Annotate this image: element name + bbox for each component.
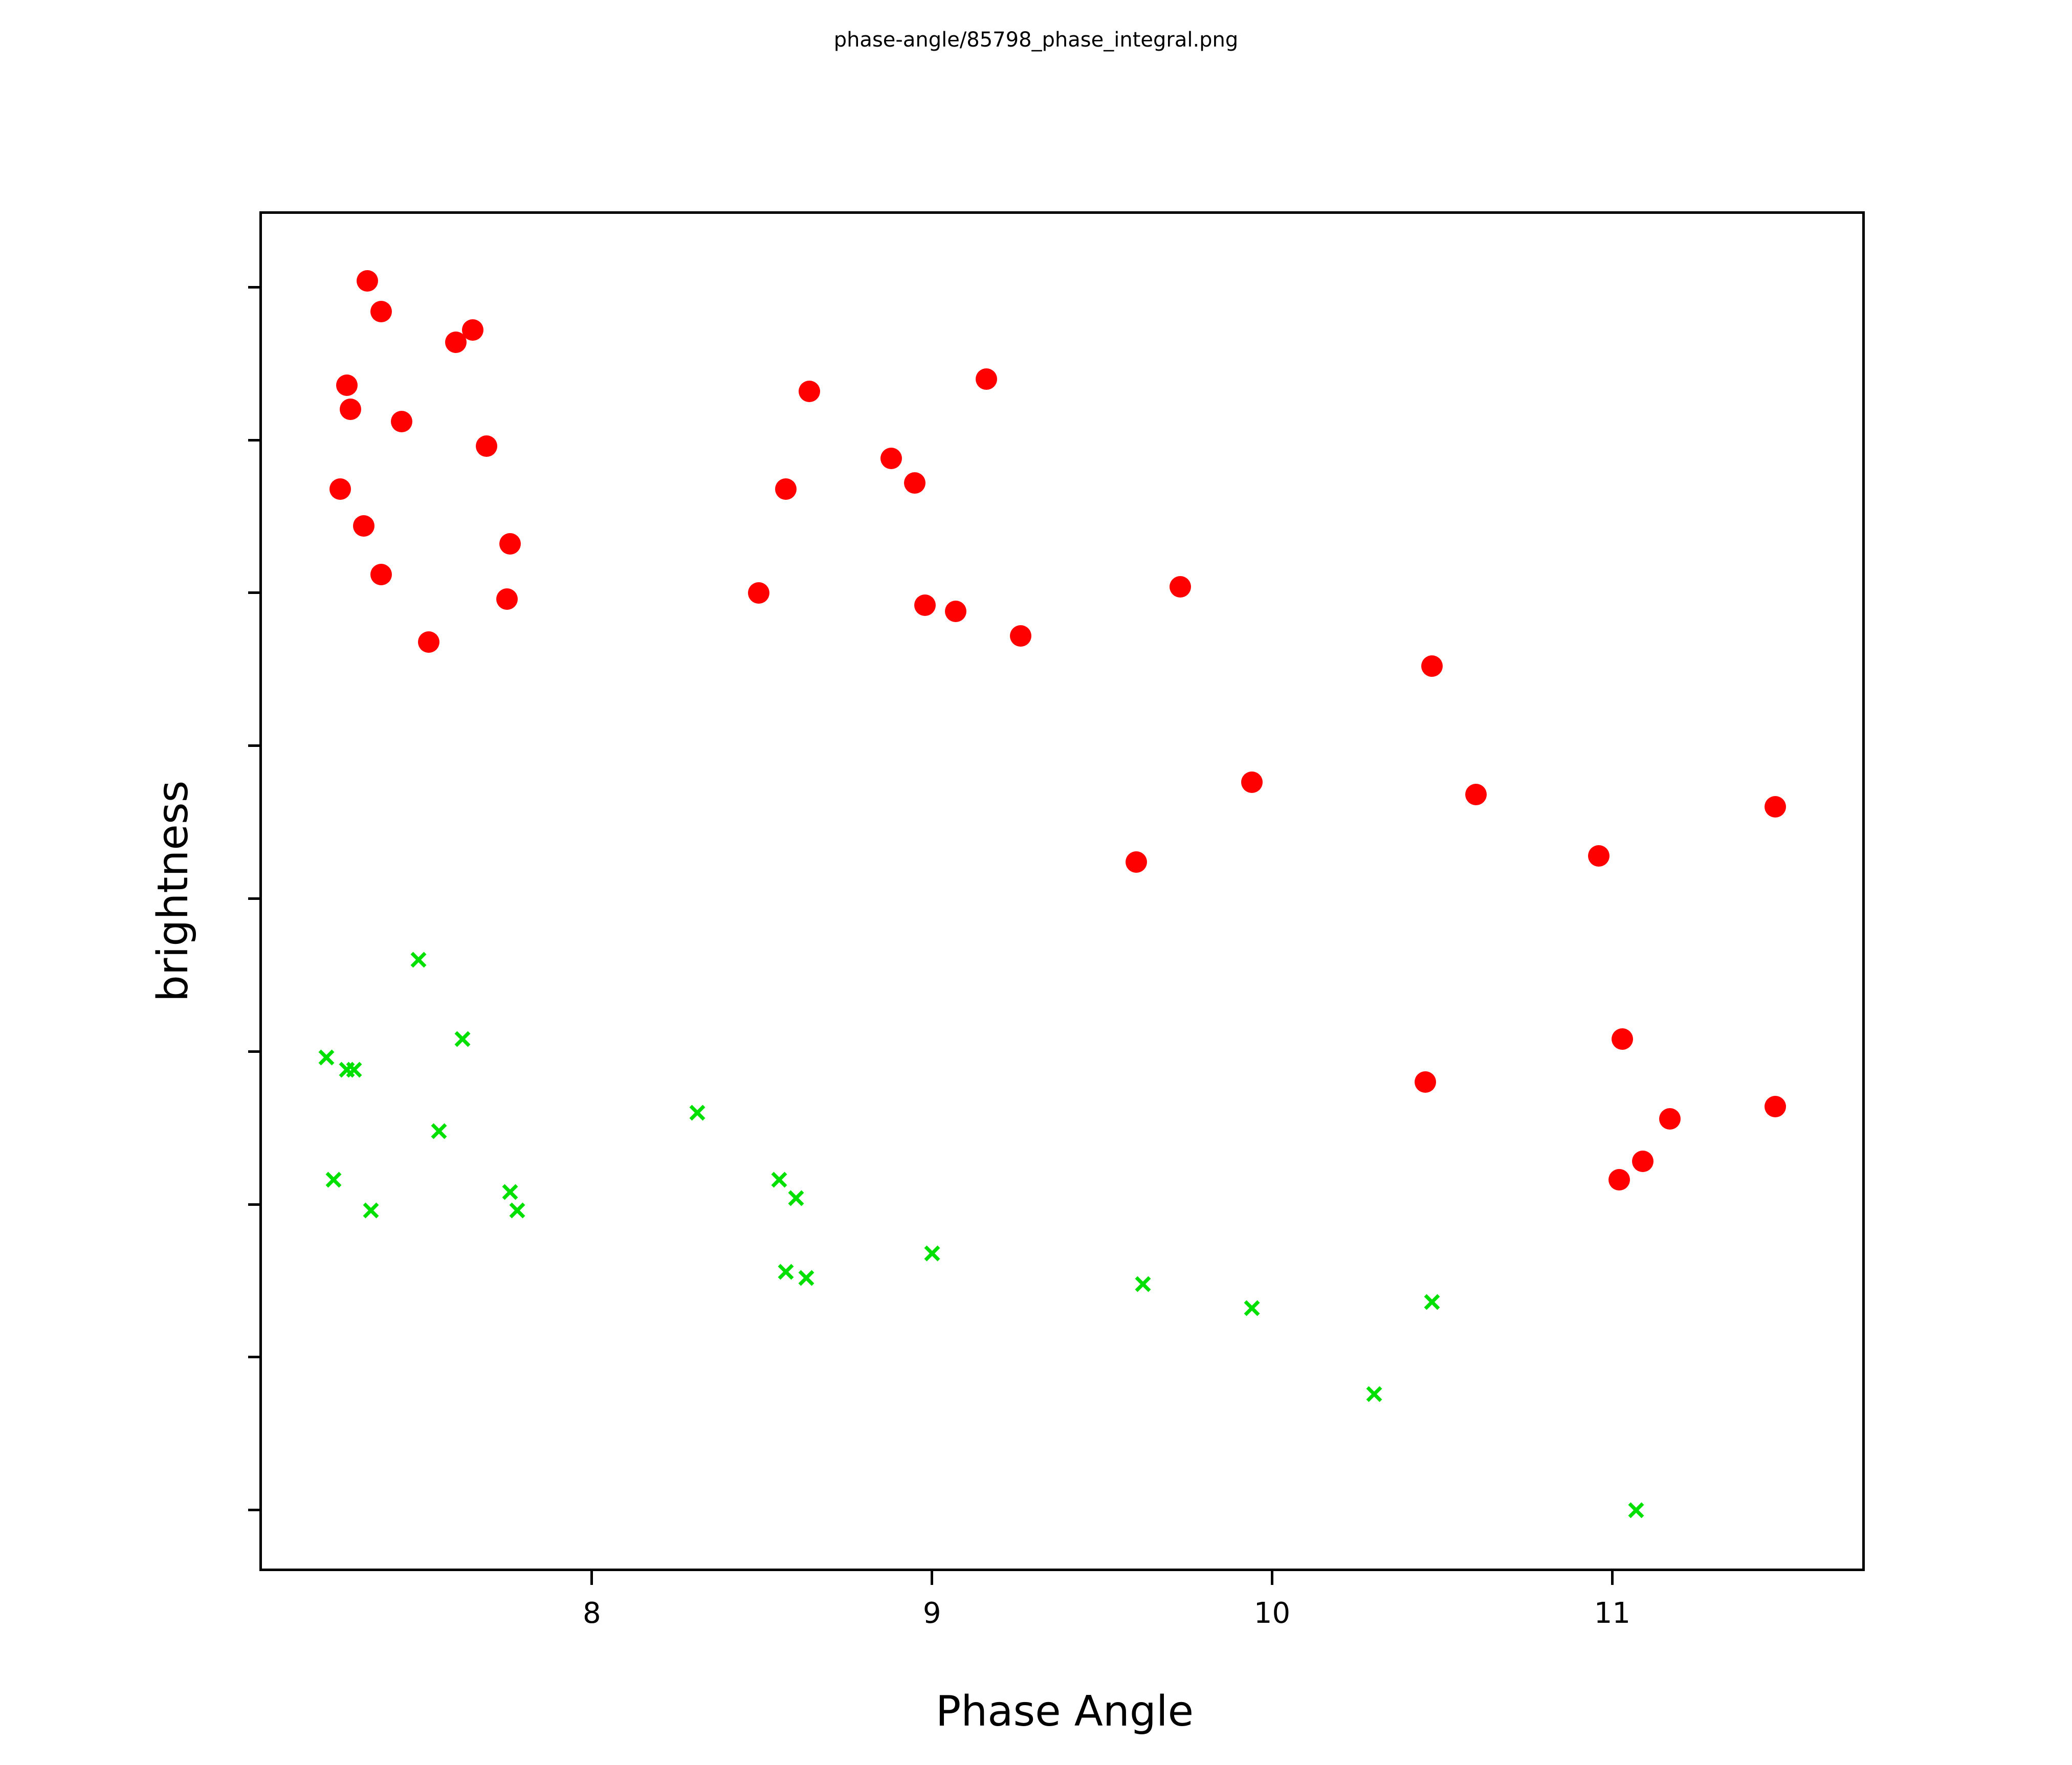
data-point-circle [1465, 784, 1487, 806]
data-point-cross [361, 1200, 381, 1221]
y-axis-tick [248, 1509, 262, 1512]
data-point-cross [769, 1170, 789, 1190]
data-point-cross [687, 1102, 708, 1123]
y-axis-label: brightness [148, 780, 197, 1002]
data-point-circle [357, 270, 379, 292]
figure-title: phase-angle/85798_phase_integral.png [833, 28, 1239, 52]
data-point-circle [1765, 796, 1787, 818]
data-point-circle [880, 448, 902, 470]
data-point-circle [329, 478, 351, 500]
plot-area [262, 214, 1862, 1569]
data-point-circle [496, 588, 518, 610]
data-point-cross [796, 1268, 817, 1288]
y-axis-tick [248, 1356, 262, 1359]
y-axis-tick [248, 1203, 262, 1206]
data-point-cross [323, 1170, 344, 1190]
data-point-circle [475, 435, 497, 457]
data-point-circle [1170, 576, 1192, 598]
data-point-cross [429, 1121, 449, 1141]
data-point-circle [1414, 1071, 1436, 1093]
data-point-cross [344, 1060, 364, 1080]
data-point-circle [1421, 655, 1443, 677]
data-point-circle [370, 564, 392, 586]
data-point-circle [417, 631, 439, 653]
data-point-circle [747, 582, 769, 604]
x-axis-tick [1611, 1571, 1614, 1585]
data-point-cross [1242, 1298, 1262, 1318]
y-axis-tick [248, 897, 262, 900]
data-point-cross [1133, 1274, 1153, 1294]
y-axis-tick [248, 438, 262, 442]
data-point-circle [976, 368, 998, 390]
data-point-circle [339, 399, 361, 421]
data-point-circle [1632, 1151, 1654, 1173]
data-point-circle [353, 515, 375, 537]
y-axis-tick [248, 285, 262, 289]
data-point-circle [336, 374, 358, 396]
data-point-circle [1612, 1028, 1634, 1050]
data-point-cross [1626, 1500, 1646, 1520]
data-point-circle [462, 319, 484, 341]
data-point-cross [922, 1243, 942, 1264]
x-axis-tick-label: 11 [1594, 1597, 1631, 1630]
data-point-circle [1125, 851, 1147, 873]
x-axis-tick-label: 8 [583, 1597, 601, 1630]
data-point-circle [1765, 1095, 1787, 1117]
data-point-cross [1364, 1384, 1384, 1404]
x-axis-label: Phase Angle [935, 1687, 1194, 1736]
x-axis-tick-label: 10 [1253, 1597, 1291, 1630]
x-axis-tick [590, 1571, 593, 1585]
data-point-circle [370, 301, 392, 323]
data-point-cross [452, 1029, 473, 1049]
x-axis-tick-label: 9 [922, 1597, 941, 1630]
x-axis-tick [1271, 1571, 1274, 1585]
data-point-circle [1009, 625, 1031, 647]
y-axis-tick [248, 1050, 262, 1053]
data-point-cross [786, 1188, 806, 1208]
plot-axes: brightness Phase Angle 1.001.251.501.752… [149, 211, 1865, 1736]
data-point-circle [499, 533, 521, 555]
data-point-cross [408, 950, 429, 970]
data-point-circle [1659, 1108, 1681, 1130]
data-point-circle [945, 600, 967, 622]
data-point-cross [316, 1047, 337, 1068]
data-point-circle [1241, 771, 1263, 793]
data-point-circle [904, 472, 926, 494]
data-point-circle [914, 594, 936, 616]
data-point-cross [776, 1262, 796, 1282]
y-axis-tick [248, 744, 262, 747]
data-point-circle [1588, 845, 1610, 867]
data-point-circle [775, 478, 797, 500]
data-point-cross [507, 1200, 527, 1221]
x-axis-tick [931, 1571, 934, 1585]
data-point-cross [1422, 1292, 1442, 1312]
y-axis-tick [248, 591, 262, 594]
data-point-cross [500, 1182, 520, 1202]
data-point-circle [1608, 1169, 1630, 1191]
data-point-circle [799, 380, 821, 402]
data-point-circle [390, 411, 412, 433]
